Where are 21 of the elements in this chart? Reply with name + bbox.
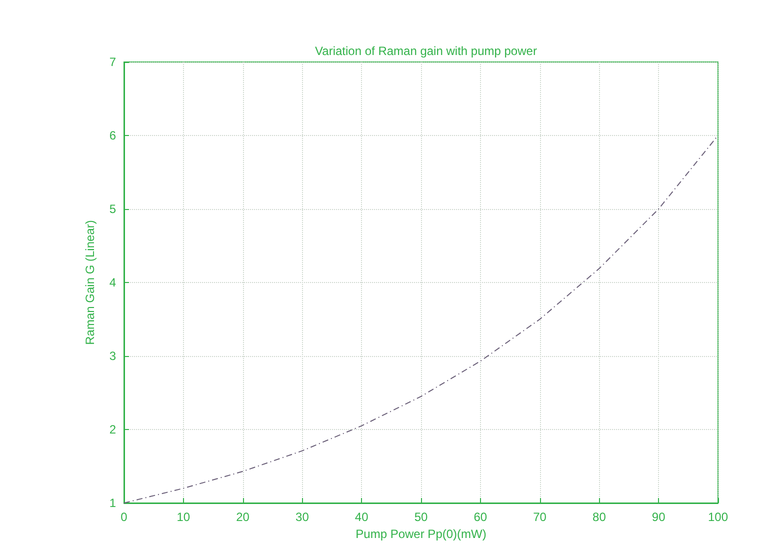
x-tick-label: 20 bbox=[236, 510, 250, 524]
y-axis-title: Raman Gain G (Linear) bbox=[83, 220, 97, 345]
y-tick-label: 5 bbox=[109, 202, 116, 216]
y-tick-label: 2 bbox=[109, 422, 116, 436]
x-tick-label: 0 bbox=[120, 510, 128, 524]
y-tick-label: 3 bbox=[109, 349, 116, 363]
x-tick-label: 10 bbox=[176, 510, 190, 524]
x-tick-label: 100 bbox=[708, 510, 728, 524]
y-tick-label: 6 bbox=[109, 128, 116, 142]
x-tick-label: 80 bbox=[592, 510, 606, 524]
x-axis-title: Pump Power Pp(0)(mW) bbox=[356, 526, 486, 541]
x-tick-label: 30 bbox=[296, 510, 310, 524]
chart-title: Variation of Raman gain with pump power bbox=[315, 44, 537, 58]
x-tick-label: 90 bbox=[652, 510, 666, 524]
x-tick-label: 70 bbox=[533, 510, 547, 524]
y-tick-label: 7 bbox=[109, 55, 116, 69]
y-tick-label: 4 bbox=[109, 276, 116, 290]
x-tick-label: 40 bbox=[354, 510, 369, 524]
y-tick-label: 1 bbox=[109, 496, 116, 510]
x-tick-label: 60 bbox=[474, 510, 488, 524]
x-tick-label: 50 bbox=[414, 510, 428, 524]
